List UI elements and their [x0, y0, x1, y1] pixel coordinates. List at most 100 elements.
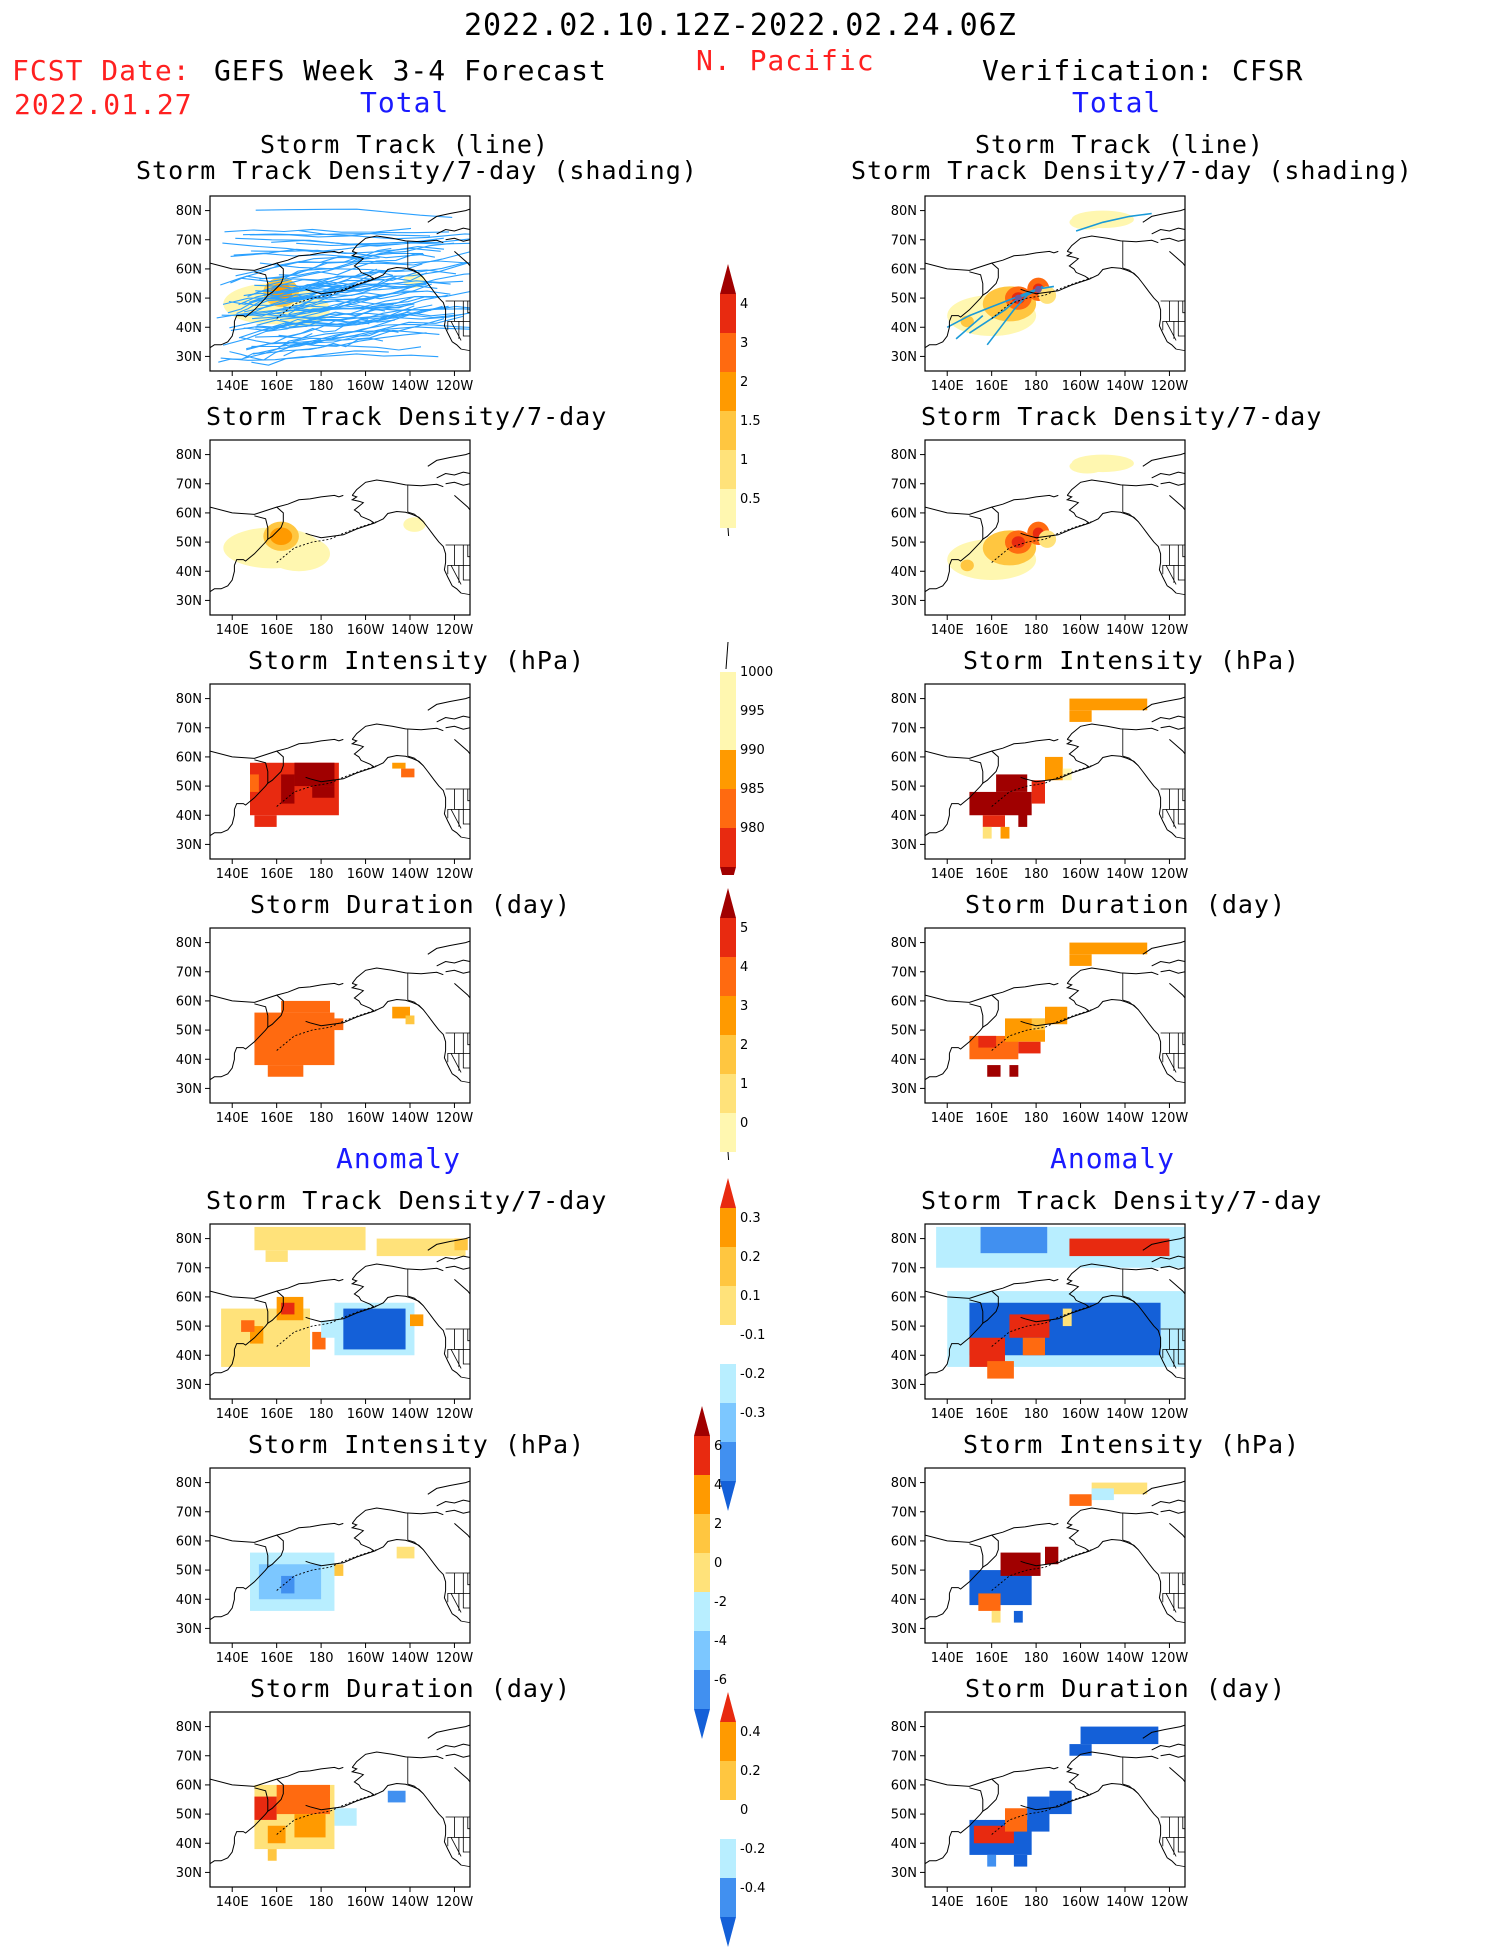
storm-track-line: [216, 305, 386, 319]
coastline: [1142, 1236, 1185, 1251]
field-cell: [454, 1238, 468, 1251]
political-border: [407, 1295, 424, 1307]
lat-tick-label: 60N: [891, 1290, 917, 1305]
political-border: [461, 1080, 470, 1083]
field-cell: [1005, 1808, 1028, 1832]
political-border: [1176, 1620, 1185, 1623]
lat-tick-label: 80N: [176, 448, 202, 463]
coastline: [1169, 983, 1185, 999]
coastline: [1065, 1766, 1091, 1802]
fcst-date-value: 2022.01.27: [14, 88, 193, 121]
political-border: [407, 267, 424, 279]
field-cell: [294, 762, 335, 787]
colorbar-tick-label: -0.1: [740, 1328, 765, 1343]
lon-tick-label: 180: [1024, 379, 1049, 394]
political-border: [407, 755, 424, 767]
map-field: [210, 1724, 470, 1867]
colorbar-tick-label: -0.2: [740, 1842, 765, 1857]
coastline: [991, 1522, 1059, 1536]
coastline: [1151, 715, 1185, 723]
political-border: [1177, 1033, 1185, 1054]
political-border: [467, 1033, 470, 1046]
coastline: [351, 1751, 444, 1768]
storm-track-line: [258, 305, 415, 332]
lon-tick-label: 120W: [436, 867, 474, 882]
coastline: [1160, 725, 1185, 730]
coastline: [445, 1509, 470, 1514]
map-field: [925, 452, 1185, 595]
lon-tick-label: 180: [309, 379, 334, 394]
coastline: [1089, 998, 1177, 1082]
lon-tick-label: 140W: [1106, 1651, 1144, 1666]
map-field: [210, 452, 470, 595]
title-track-shading-left: Storm Track Density/7-day (shading): [136, 156, 698, 185]
colorbar-segment: [720, 411, 736, 450]
coastline: [233, 294, 269, 322]
lat-tick-label: 70N: [176, 1261, 202, 1276]
coastline: [350, 1522, 376, 1558]
lon-tick-label: 120W: [436, 623, 474, 638]
coastline: [350, 982, 376, 1018]
lat-tick-label: 60N: [891, 994, 917, 1009]
lon-tick-label: 160E: [975, 1407, 1008, 1422]
coastline: [1066, 1263, 1159, 1280]
colorbar-segment: [720, 1325, 736, 1364]
lat-tick-label: 60N: [891, 1534, 917, 1549]
storm-track-line: [248, 284, 354, 317]
map-svg: 80N 70N 60N 50N 40N 30N 140E 160E 180 160W 140W 120…: [176, 1467, 473, 1666]
colorbar-tick-label: 5: [740, 921, 748, 936]
coastline: [454, 251, 470, 267]
lon-tick-label: 120W: [1151, 623, 1189, 638]
storm-track-line: [224, 227, 412, 233]
lat-tick-label: 30N: [891, 1622, 917, 1637]
storm-track-line: [246, 332, 427, 351]
map-svg: 80N 70N 60N 50N 40N 30N 140E 160E 180 160W 140W 120…: [891, 1467, 1188, 1666]
coastline: [210, 262, 284, 297]
fcst-date-label: FCST Date:: [12, 54, 191, 87]
coastline: [1142, 696, 1185, 711]
lon-tick-label: 160W: [1062, 1407, 1100, 1422]
map-track-left: 80N 70N 60N 50N 40N 30N 140E 160E 180 160W 140W 120…: [176, 195, 480, 405]
lon-tick-label: 140E: [216, 1895, 249, 1910]
colorbar-segment: [720, 750, 736, 789]
map-svg: 80N 70N 60N 50N 40N 30N 140E 160E 180 160W 140W 120…: [891, 439, 1189, 638]
lat-tick-label: 60N: [176, 750, 202, 765]
lon-tick-label: 160W: [1062, 1895, 1100, 1910]
colorbar-duration-anom: 0.4 0.2 0 -0.2 -0.4: [720, 1690, 800, 1959]
coastline: [948, 538, 984, 566]
coastline: [925, 1837, 950, 1865]
colorbar-bottom-triangle: [694, 1709, 710, 1739]
map-svg: 80N 70N 60N 50N 40N 30N 140E 160E 180 160W 140W 120…: [176, 683, 474, 882]
lat-tick-label: 60N: [891, 1778, 917, 1793]
title-density-total-left: Storm Track Density/7-day: [206, 402, 608, 431]
political-border: [1182, 1329, 1185, 1342]
lon-tick-label: 160W: [1062, 867, 1100, 882]
colorbar-tick-label: 0.1: [740, 1289, 761, 1304]
coastline: [948, 294, 984, 322]
colorbar-segment: [720, 1208, 736, 1247]
map-duration-anom-left: 80N 70N 60N 50N 40N 30N 140E 160E 180 160W 140W 120…: [176, 1711, 480, 1921]
political-border: [467, 301, 470, 314]
field-cell: [334, 1808, 357, 1826]
lon-tick-label: 160W: [347, 1651, 385, 1666]
lat-tick-label: 50N: [891, 1024, 917, 1039]
lat-tick-label: 70N: [176, 1505, 202, 1520]
lat-tick-label: 50N: [891, 1320, 917, 1335]
coastline: [1065, 494, 1091, 530]
colorbar-segment: [720, 1800, 736, 1839]
coastline: [374, 754, 462, 838]
coastline: [1065, 738, 1091, 774]
political-border: [1177, 545, 1185, 566]
lon-tick-label: 160W: [347, 623, 385, 638]
field-cell: [281, 1000, 330, 1013]
coastline: [210, 321, 235, 349]
storm-track-line: [252, 294, 448, 320]
coastline: [210, 1349, 235, 1377]
lat-tick-label: 60N: [176, 994, 202, 1009]
storm-track-line: [1075, 212, 1152, 232]
field-cell: [987, 1854, 997, 1867]
storm-track-line: [271, 239, 470, 247]
lon-tick-label: 180: [1024, 623, 1049, 638]
field-cell: [1069, 1744, 1092, 1756]
colorbar-tick-label: 995: [740, 704, 765, 719]
